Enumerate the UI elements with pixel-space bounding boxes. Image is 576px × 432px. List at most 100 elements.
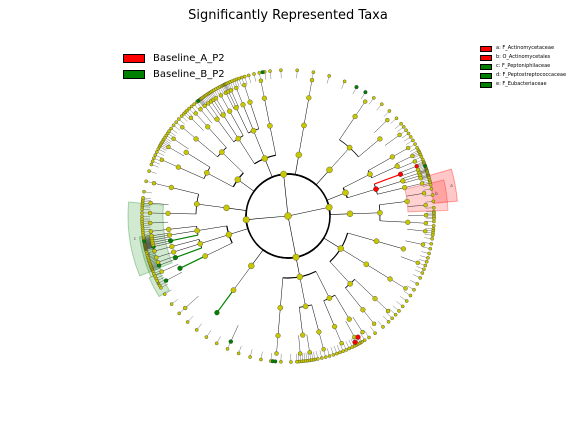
enriched-species-node	[142, 239, 147, 244]
species-node	[144, 179, 148, 184]
species-node	[428, 183, 433, 187]
clade-legend-item-c: c: F_Peptoniphilaceae	[480, 62, 566, 71]
class-node	[296, 273, 303, 281]
species-node	[427, 251, 431, 256]
species-node	[430, 233, 435, 238]
species-node	[162, 292, 167, 296]
clade-legend-item-a: a: F_Actinomycetaceae	[480, 44, 566, 53]
branch	[406, 193, 425, 197]
branch	[349, 212, 380, 215]
species-node	[338, 350, 342, 355]
branch	[398, 161, 415, 169]
species-node	[194, 328, 199, 332]
family-node	[389, 154, 395, 160]
species-node	[341, 349, 345, 353]
order-node	[204, 170, 210, 176]
enriched-species-node	[354, 85, 359, 90]
branch	[298, 125, 305, 155]
species-node	[248, 355, 252, 359]
branch	[345, 287, 364, 310]
branch	[347, 232, 377, 242]
enriched-species-node	[423, 164, 428, 169]
branch	[299, 307, 303, 336]
species-node	[430, 193, 435, 197]
species-node	[408, 293, 413, 298]
branch	[287, 206, 330, 217]
family-node	[377, 136, 383, 142]
branch	[374, 119, 388, 133]
branch	[216, 289, 234, 314]
branch	[216, 119, 234, 142]
branch	[345, 321, 355, 338]
branch	[150, 221, 169, 224]
family-node	[166, 226, 172, 232]
species-node	[390, 316, 394, 321]
branch	[173, 138, 189, 150]
branch	[354, 101, 366, 117]
genus-node	[423, 203, 428, 208]
branch	[374, 298, 389, 312]
clade-label-d: d: F_Peptostreptococcaceae	[496, 72, 567, 78]
genus-node	[403, 286, 408, 291]
species-node	[295, 68, 299, 73]
branch	[244, 85, 251, 103]
root-node	[284, 212, 292, 220]
order-node	[367, 171, 373, 177]
branch	[334, 294, 350, 320]
species-node	[406, 131, 411, 136]
species-node	[347, 346, 352, 351]
family-node	[387, 276, 393, 282]
genus-node	[234, 85, 239, 91]
branch	[157, 256, 176, 263]
family-node	[183, 149, 189, 155]
species-node	[257, 71, 262, 75]
species-node	[432, 219, 436, 224]
species-node	[418, 276, 422, 280]
species-node	[387, 109, 392, 113]
family-node	[332, 324, 338, 330]
species-node	[429, 242, 434, 246]
branch	[208, 103, 219, 119]
clade-swatch-d	[480, 72, 492, 79]
branch	[264, 98, 271, 126]
species-node	[177, 117, 181, 121]
branch	[207, 126, 227, 148]
genus-node	[397, 132, 402, 138]
genus-node	[163, 278, 169, 283]
branch	[407, 204, 426, 207]
species-node	[362, 338, 367, 342]
family-node	[306, 95, 312, 101]
clade-label-b: b: O_Actinomycetales	[496, 54, 551, 60]
family-node	[214, 116, 220, 122]
branch	[236, 107, 249, 134]
species-node	[373, 331, 377, 335]
genus-node	[385, 117, 390, 123]
branch	[210, 101, 222, 117]
genus-node	[198, 107, 203, 112]
genus-node	[218, 93, 224, 98]
branch	[182, 127, 197, 140]
branch	[186, 152, 211, 168]
species-node	[428, 246, 433, 251]
family-node	[166, 232, 173, 238]
clade-legend-item-e: e: F_Eubacteriaceae	[480, 80, 566, 89]
genus-node	[154, 255, 159, 260]
family-node	[227, 108, 233, 114]
branch	[150, 229, 169, 232]
clade-label-a: a: F_Actinomycetaceae	[496, 45, 555, 51]
genus-node	[371, 321, 377, 326]
species-node	[169, 126, 173, 131]
genus-node	[321, 347, 326, 352]
species-node	[311, 70, 316, 74]
branch	[403, 178, 421, 184]
species-node	[393, 312, 398, 317]
family-node	[214, 310, 220, 316]
family-node	[177, 265, 183, 271]
family-node	[172, 255, 178, 261]
branch	[402, 175, 421, 182]
species-node	[140, 211, 144, 215]
branch	[323, 237, 341, 249]
genus-node	[171, 136, 176, 141]
branch	[276, 335, 279, 354]
family-node	[316, 329, 322, 335]
